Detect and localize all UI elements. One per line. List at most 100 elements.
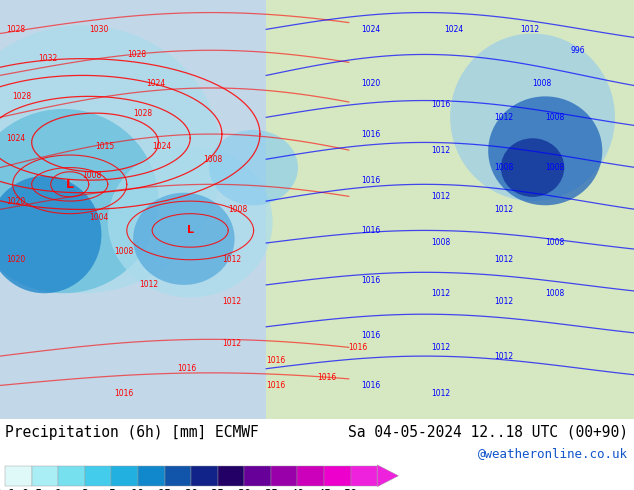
Text: 1032: 1032 [38, 54, 57, 63]
Text: 1024: 1024 [444, 25, 463, 34]
Bar [32, 466, 58, 486]
Ellipse shape [0, 109, 158, 293]
Bar [85, 466, 112, 486]
Ellipse shape [501, 138, 564, 197]
Text: 1008: 1008 [545, 113, 564, 122]
Text: 10: 10 [131, 488, 145, 490]
Bar [266, 0, 634, 419]
Text: 1016: 1016 [431, 100, 450, 109]
Text: L: L [186, 225, 194, 235]
Bar [297, 466, 324, 486]
Text: 1012: 1012 [222, 297, 241, 306]
Bar [191, 466, 217, 486]
Text: 1008: 1008 [431, 239, 450, 247]
Bar [351, 466, 377, 486]
Text: 20: 20 [184, 488, 198, 490]
Ellipse shape [450, 33, 615, 201]
Ellipse shape [0, 25, 222, 293]
Text: 1008: 1008 [545, 289, 564, 298]
Bar [5, 466, 32, 486]
Text: 5: 5 [108, 488, 115, 490]
Text: 1008: 1008 [228, 205, 247, 214]
Text: 1016: 1016 [361, 175, 380, 185]
Text: 1008: 1008 [533, 79, 552, 88]
Text: 1016: 1016 [114, 390, 133, 398]
Text: 1012: 1012 [431, 343, 450, 352]
Text: 1008: 1008 [545, 239, 564, 247]
Text: 40: 40 [290, 488, 304, 490]
Text: 25: 25 [210, 488, 225, 490]
Text: 1016: 1016 [361, 381, 380, 390]
Text: 1028: 1028 [13, 92, 32, 101]
Text: 1008: 1008 [545, 163, 564, 172]
Bar [58, 466, 85, 486]
Text: L: L [66, 178, 74, 191]
Text: 1028: 1028 [6, 25, 25, 34]
Text: 1015: 1015 [95, 142, 114, 151]
Text: 1028: 1028 [133, 109, 152, 118]
Ellipse shape [108, 147, 273, 297]
Text: 1012: 1012 [222, 255, 241, 264]
Text: 1008: 1008 [495, 163, 514, 172]
Text: Precipitation (6h) [mm] ECMWF: Precipitation (6h) [mm] ECMWF [5, 425, 259, 440]
Text: 1024: 1024 [146, 79, 165, 88]
Text: 1016: 1016 [361, 276, 380, 285]
Text: 1004: 1004 [89, 213, 108, 222]
Text: 1016: 1016 [361, 129, 380, 139]
Text: 1020: 1020 [361, 79, 380, 88]
Bar [165, 466, 191, 486]
Text: 1012: 1012 [139, 280, 158, 290]
Ellipse shape [0, 176, 101, 293]
Text: 35: 35 [264, 488, 278, 490]
Text: 1024: 1024 [152, 142, 171, 151]
Text: @weatheronline.co.uk: @weatheronline.co.uk [477, 447, 628, 461]
Text: 1016: 1016 [317, 372, 336, 382]
Text: 30: 30 [237, 488, 252, 490]
Text: 50: 50 [344, 488, 358, 490]
Text: 1012: 1012 [495, 113, 514, 122]
Text: 0.5: 0.5 [21, 488, 42, 490]
Bar [271, 466, 297, 486]
Bar [244, 466, 271, 486]
Text: 1016: 1016 [361, 331, 380, 340]
Text: 1016: 1016 [361, 226, 380, 235]
Text: 1012: 1012 [431, 147, 450, 155]
Ellipse shape [209, 130, 298, 205]
Text: 2: 2 [81, 488, 88, 490]
Text: 1028: 1028 [127, 50, 146, 59]
Text: 1012: 1012 [222, 339, 241, 348]
Text: 1012: 1012 [520, 25, 539, 34]
Bar [217, 466, 244, 486]
Text: 1012: 1012 [431, 289, 450, 298]
Text: 1020: 1020 [6, 196, 25, 206]
Text: 1008: 1008 [203, 155, 222, 164]
Text: 1016: 1016 [178, 364, 197, 373]
Text: 1016: 1016 [266, 356, 285, 365]
Bar [324, 466, 351, 486]
Text: 1012: 1012 [431, 390, 450, 398]
Text: 996: 996 [571, 46, 585, 55]
Text: 1012: 1012 [495, 297, 514, 306]
Text: 1030: 1030 [89, 25, 108, 34]
Text: 1008: 1008 [114, 247, 133, 256]
Text: 1016: 1016 [349, 343, 368, 352]
Text: 1024: 1024 [6, 134, 25, 143]
Text: 1020: 1020 [6, 255, 25, 264]
Ellipse shape [133, 193, 235, 285]
FancyArrow shape [377, 465, 399, 487]
Text: 1024: 1024 [361, 25, 380, 34]
Text: 45: 45 [317, 488, 331, 490]
Text: 1008: 1008 [82, 172, 101, 180]
Text: 15: 15 [157, 488, 172, 490]
Text: 1012: 1012 [431, 193, 450, 201]
Text: 0.1: 0.1 [0, 488, 16, 490]
Text: 1012: 1012 [495, 255, 514, 264]
Text: 1012: 1012 [495, 352, 514, 361]
Bar [112, 466, 138, 486]
Text: 1: 1 [55, 488, 61, 490]
Ellipse shape [488, 97, 602, 205]
Text: 1016: 1016 [266, 381, 285, 390]
Text: 1012: 1012 [495, 205, 514, 214]
Bar [138, 466, 165, 486]
Text: Sa 04-05-2024 12..18 UTC (00+90): Sa 04-05-2024 12..18 UTC (00+90) [347, 425, 628, 440]
